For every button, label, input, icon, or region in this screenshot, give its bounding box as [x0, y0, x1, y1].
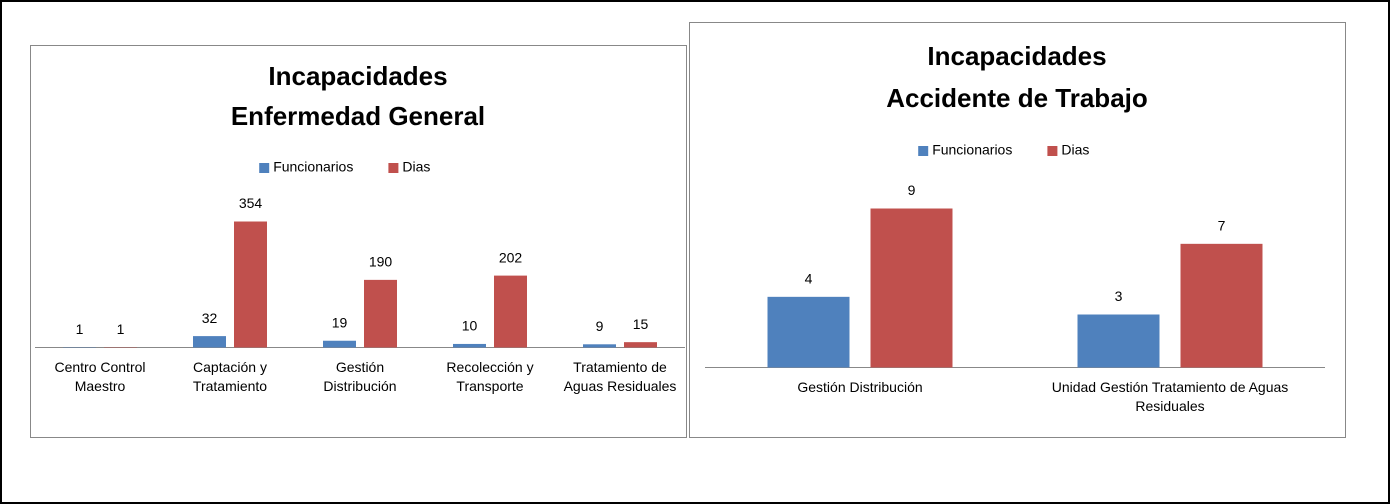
legend-swatch [1047, 146, 1058, 156]
data-label: 15 [633, 316, 649, 332]
data-label: 19 [332, 314, 348, 330]
data-label: 4 [805, 271, 813, 287]
bar [494, 275, 527, 348]
bar [767, 296, 850, 368]
x-tick-label-box: Gestión Distribución [323, 359, 397, 394]
chart-title: Enfermedad General [231, 101, 485, 131]
x-tick-label: Gestión Distribución [797, 379, 923, 395]
x-tick-label-box: Gestión Distribución [797, 379, 923, 395]
data-label: 9 [596, 318, 604, 334]
bar [234, 221, 267, 348]
data-label: 7 [1218, 218, 1226, 234]
x-tick-label: Centro Control Maestro [54, 359, 146, 394]
bar [323, 340, 356, 348]
x-tick-label: Recolección y Transporte [446, 359, 534, 394]
data-label: 190 [369, 254, 393, 270]
bar [583, 344, 616, 348]
x-tick-label: Gestión Distribución [323, 359, 397, 394]
x-tick-label-box: Captación y Tratamiento [192, 359, 268, 394]
x-tick-label-box: Centro Control Maestro [54, 359, 146, 394]
data-label: 1 [76, 321, 84, 337]
chart-title: Accidente de Trabajo [886, 83, 1148, 113]
x-tick-label: Tratamiento de Aguas Residuales [563, 359, 677, 394]
bar [1077, 314, 1160, 368]
data-label: 3 [1115, 288, 1123, 304]
chart-frame [689, 22, 1346, 438]
data-label: 354 [239, 195, 263, 211]
legend-label: Dias [402, 159, 430, 175]
data-label: 32 [202, 310, 218, 326]
x-tick-label-box: Recolección y Transporte [446, 359, 534, 394]
bar [1180, 243, 1263, 368]
x-tick-label-box: Tratamiento de Aguas Residuales [563, 359, 677, 394]
legend-label: Funcionarios [932, 142, 1012, 158]
data-label: 1 [117, 321, 125, 337]
bar [870, 208, 953, 368]
bar [364, 279, 397, 348]
chart-title: Incapacidades [927, 41, 1106, 71]
chart-title: Incapacidades [268, 61, 447, 91]
legend-label: Funcionarios [273, 159, 353, 175]
data-label: 9 [908, 182, 916, 198]
data-label: 202 [499, 249, 523, 265]
x-tick-label-box: Unidad Gestión Tratamiento de Aguas Resi… [1051, 379, 1289, 414]
bar [453, 343, 486, 348]
bar [624, 342, 657, 348]
legend-label: Dias [1061, 142, 1089, 158]
legend-swatch [388, 163, 399, 173]
x-tick-label: Unidad Gestión Tratamiento de Aguas Resi… [1051, 379, 1289, 414]
chart-frame [30, 45, 687, 438]
data-label: 10 [462, 318, 478, 334]
x-tick-label: Captación y Tratamiento [192, 359, 268, 394]
legend-swatch [259, 163, 270, 173]
legend-swatch [918, 146, 929, 156]
bar [193, 336, 226, 348]
